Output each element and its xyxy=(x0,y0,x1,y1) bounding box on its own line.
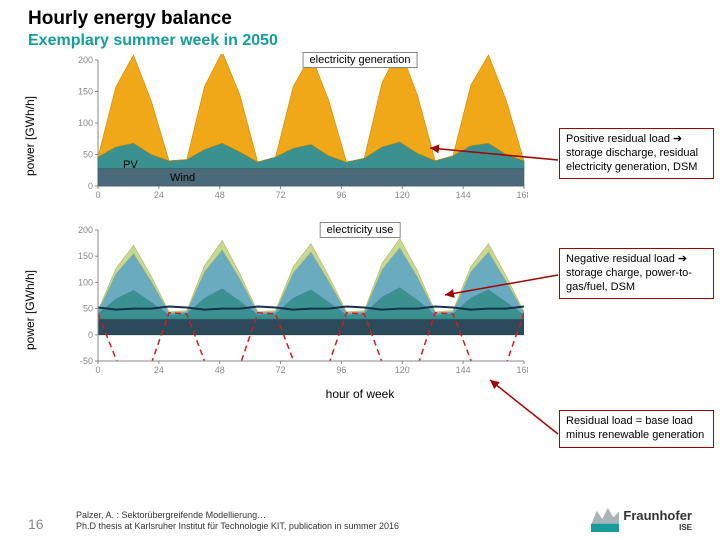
svg-text:0: 0 xyxy=(88,330,93,340)
svg-text:200: 200 xyxy=(78,225,93,235)
x-axis-label: hour of week xyxy=(28,387,692,401)
logo-name: Fraunhofer xyxy=(623,508,692,523)
svg-text:24: 24 xyxy=(154,190,164,200)
chart2-plot: -50050100150200024487296120144168-500501… xyxy=(68,224,528,384)
svg-text:168: 168 xyxy=(516,190,528,200)
svg-text:24: 24 xyxy=(154,365,164,375)
svg-text:120: 120 xyxy=(395,190,410,200)
svg-text:72: 72 xyxy=(276,365,286,375)
svg-text:96: 96 xyxy=(336,365,346,375)
citation: Palzer, A. : Sektorübergreifende Modelli… xyxy=(58,510,591,532)
logo-sub: ISE xyxy=(623,523,692,532)
svg-text:50: 50 xyxy=(83,304,93,314)
svg-text:48: 48 xyxy=(215,190,225,200)
svg-text:144: 144 xyxy=(456,190,471,200)
chart2-title: electricity use xyxy=(320,222,401,238)
svg-text:0: 0 xyxy=(95,190,100,200)
chart1-title: electricity generation xyxy=(303,52,418,68)
citation-line1: Palzer, A. : Sektorübergreifende Modelli… xyxy=(76,510,591,521)
svg-text:-50: -50 xyxy=(80,356,93,366)
logo-icon xyxy=(591,504,619,532)
chart1-plot: 0 50 100 150 200 0 24 48 72 96 120 144 168 xyxy=(68,54,528,209)
page-subtitle: Exemplary summer week in 2050 xyxy=(28,32,692,50)
svg-text:200: 200 xyxy=(78,55,93,65)
svg-text:100: 100 xyxy=(78,277,93,287)
note-positive: Positive residual load ➔ storage dischar… xyxy=(559,128,714,179)
svg-text:150: 150 xyxy=(78,87,93,97)
pv-label: PV xyxy=(123,159,138,171)
page-number: 16 xyxy=(28,516,58,532)
svg-text:72: 72 xyxy=(276,190,286,200)
chart1-ylabel: power [GWh/h] xyxy=(23,96,37,176)
svg-text:100: 100 xyxy=(78,118,93,128)
wind-label: Wind xyxy=(170,172,195,184)
citation-line2: Ph.D thesis at Karlsruher Institut für T… xyxy=(76,521,591,532)
svg-text:96: 96 xyxy=(336,190,346,200)
svg-text:48: 48 xyxy=(215,365,225,375)
svg-text:0: 0 xyxy=(88,181,93,191)
svg-text:0: 0 xyxy=(95,365,100,375)
note-negative: Negative residual load ➔ storage charge,… xyxy=(559,248,714,299)
svg-text:150: 150 xyxy=(78,251,93,261)
svg-text:120: 120 xyxy=(395,365,410,375)
note-definition: Residual load = base load minus renewabl… xyxy=(559,410,714,448)
svg-text:50: 50 xyxy=(83,150,93,160)
svg-text:144: 144 xyxy=(456,365,471,375)
svg-text:168: 168 xyxy=(516,365,528,375)
page-title: Hourly energy balance xyxy=(28,8,692,30)
logo: Fraunhofer ISE xyxy=(591,504,692,532)
chart2-ylabel: power [GWh/h] xyxy=(23,270,37,350)
